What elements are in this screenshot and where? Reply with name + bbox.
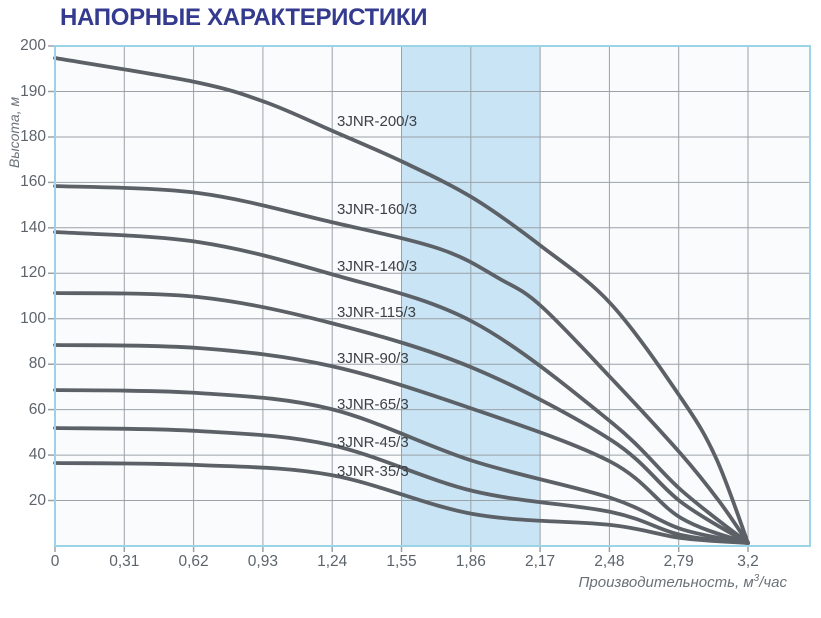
y-tick-label: 100	[20, 309, 46, 327]
y-tick-label: 80	[28, 355, 46, 373]
curve-3JNR-200/3	[53, 56, 750, 545]
curve-3JNR-90/3	[53, 343, 750, 545]
x-tick-label: 0,93	[247, 553, 278, 570]
y-tick-label: 140	[20, 218, 46, 236]
curve-label-3JNR-35/3: 3JNR-35/3	[337, 463, 409, 480]
chart-title: НАПОРНЫЕ ХАРАКТЕРИСТИКИ	[60, 4, 428, 31]
x-tick-label: 1,24	[317, 553, 348, 570]
curve-label-3JNR-90/3: 3JNR-90/3	[337, 350, 409, 367]
curve-3JNR-65/3	[53, 388, 750, 545]
x-tick-label: 2,17	[525, 553, 556, 570]
curve-label-3JNR-200/3: 3JNR-200/3	[337, 113, 418, 130]
plot-border	[54, 45, 811, 547]
curve-label-3JNR-45/3: 3JNR-45/3	[337, 434, 409, 451]
x-tick-label: 2,79	[663, 553, 694, 570]
curve-label-3JNR-160/3: 3JNR-160/3	[337, 201, 418, 218]
x-axis-title-text: Производительность, м	[578, 574, 754, 591]
x-tick-label: 0,62	[178, 553, 209, 570]
curve-label-3JNR-115/3: 3JNR-115/3	[337, 304, 416, 321]
x-tick-label: 1,55	[386, 553, 417, 570]
curve-label-3JNR-140/3: 3JNR-140/3	[337, 258, 418, 275]
y-tick-label: 120	[20, 264, 46, 282]
x-axis-title: Производительность, м3/час	[579, 573, 787, 591]
curve-3JNR-45/3	[53, 426, 750, 545]
x-axis-title-superscript: 3	[753, 573, 760, 584]
y-tick-label: 40	[28, 446, 46, 464]
x-tick-label: 0,31	[109, 553, 140, 570]
y-tick-label: 160	[20, 173, 46, 191]
plot-area	[48, 45, 811, 552]
x-tick-label: 3,2	[737, 553, 759, 570]
curve-3JNR-140/3	[53, 230, 750, 545]
y-tick-label: 190	[20, 82, 46, 100]
x-tick-label: 0	[50, 553, 60, 570]
y-tick-label: 180	[20, 128, 46, 145]
y-tick-label: 200	[20, 37, 46, 54]
x-axis-title-unit: /час	[759, 574, 787, 591]
curves-canvas	[48, 45, 811, 552]
curve-3JNR-160/3	[53, 184, 750, 545]
curve-3JNR-35/3	[53, 461, 750, 545]
y-tick-label: 20	[28, 491, 46, 509]
curve-3JNR-115/3	[53, 291, 750, 545]
x-tick-label: 2,48	[594, 553, 625, 570]
curve-label-3JNR-65/3: 3JNR-65/3	[337, 396, 409, 413]
y-tick-label: 60	[28, 400, 46, 418]
x-tick-label: 1,86	[455, 553, 486, 570]
